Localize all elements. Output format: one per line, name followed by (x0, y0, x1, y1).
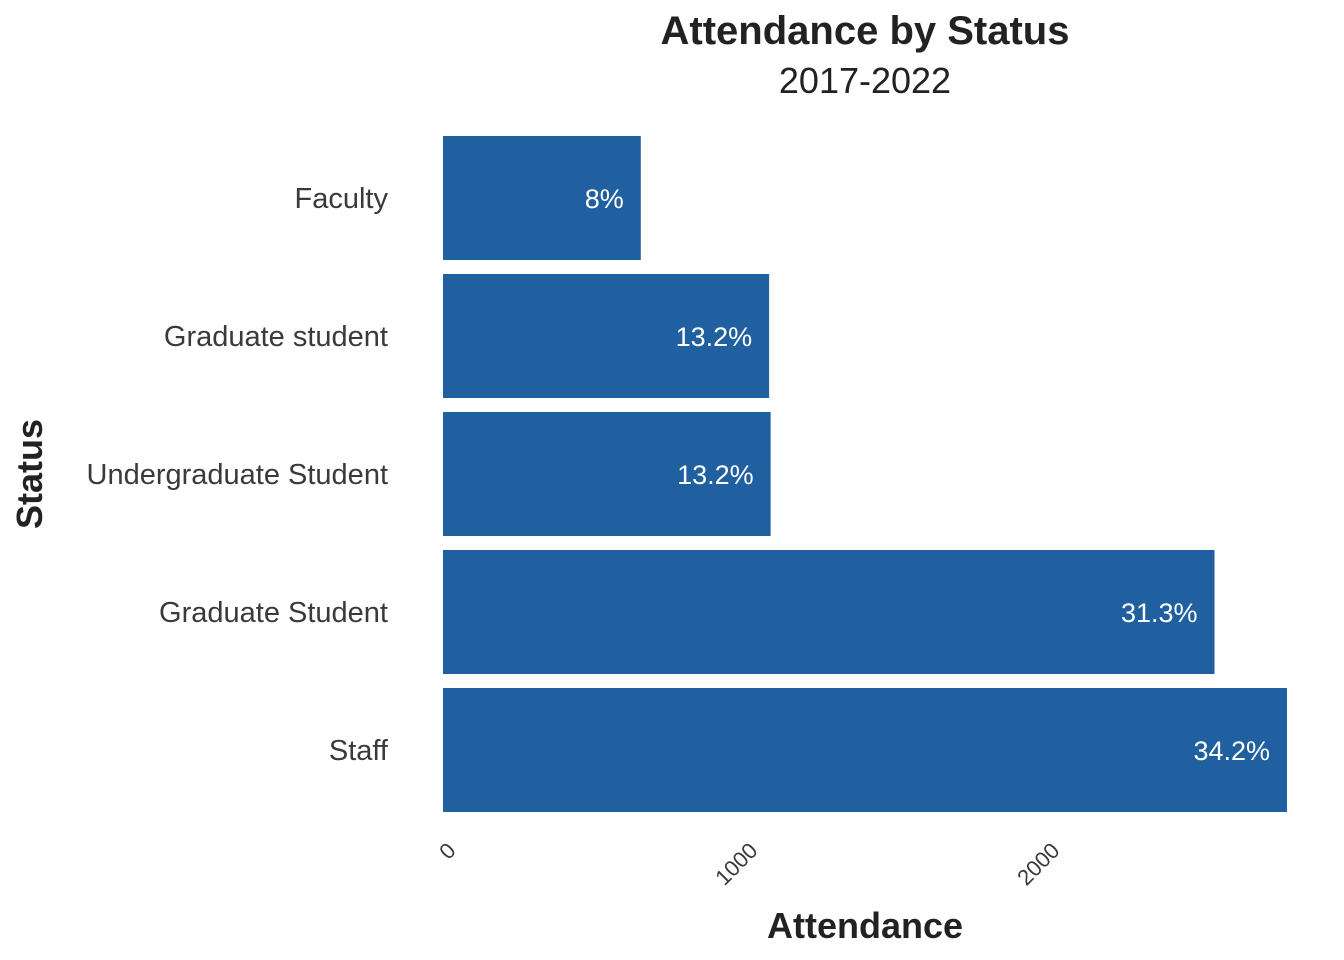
category-label: Graduate student (164, 321, 388, 353)
bar-data-label: 31.3% (1121, 598, 1198, 628)
y-axis-title: Status (9, 419, 50, 529)
x-tick-label: 0 (434, 838, 460, 864)
category-label: Graduate Student (159, 597, 388, 629)
bar-data-label: 13.2% (676, 322, 753, 352)
bar-1 (443, 274, 770, 398)
x-axis-title: Attendance (767, 905, 963, 946)
category-label: Faculty (295, 183, 389, 215)
bar-4 (443, 688, 1287, 812)
bar-0 (443, 136, 641, 260)
bar-data-label: 13.2% (677, 460, 754, 490)
category-label: Staff (329, 735, 389, 767)
chart-subtitle: 2017-2022 (779, 60, 951, 101)
bar-3 (443, 550, 1215, 674)
bar-data-label: 34.2% (1193, 736, 1270, 766)
x-tick-label: 2000 (1012, 838, 1064, 890)
x-ticks-group: 0 1000 2000 (434, 838, 1064, 890)
bars-group: Faculty 8% Graduate student 13.2% Undergradu… (87, 136, 1287, 812)
x-tick-label: 1000 (710, 838, 762, 890)
bar-data-label: 8% (585, 184, 624, 214)
bar-2 (443, 412, 771, 536)
chart-title: Attendance by Status (661, 9, 1070, 53)
category-label: Undergraduate Student (87, 459, 389, 491)
